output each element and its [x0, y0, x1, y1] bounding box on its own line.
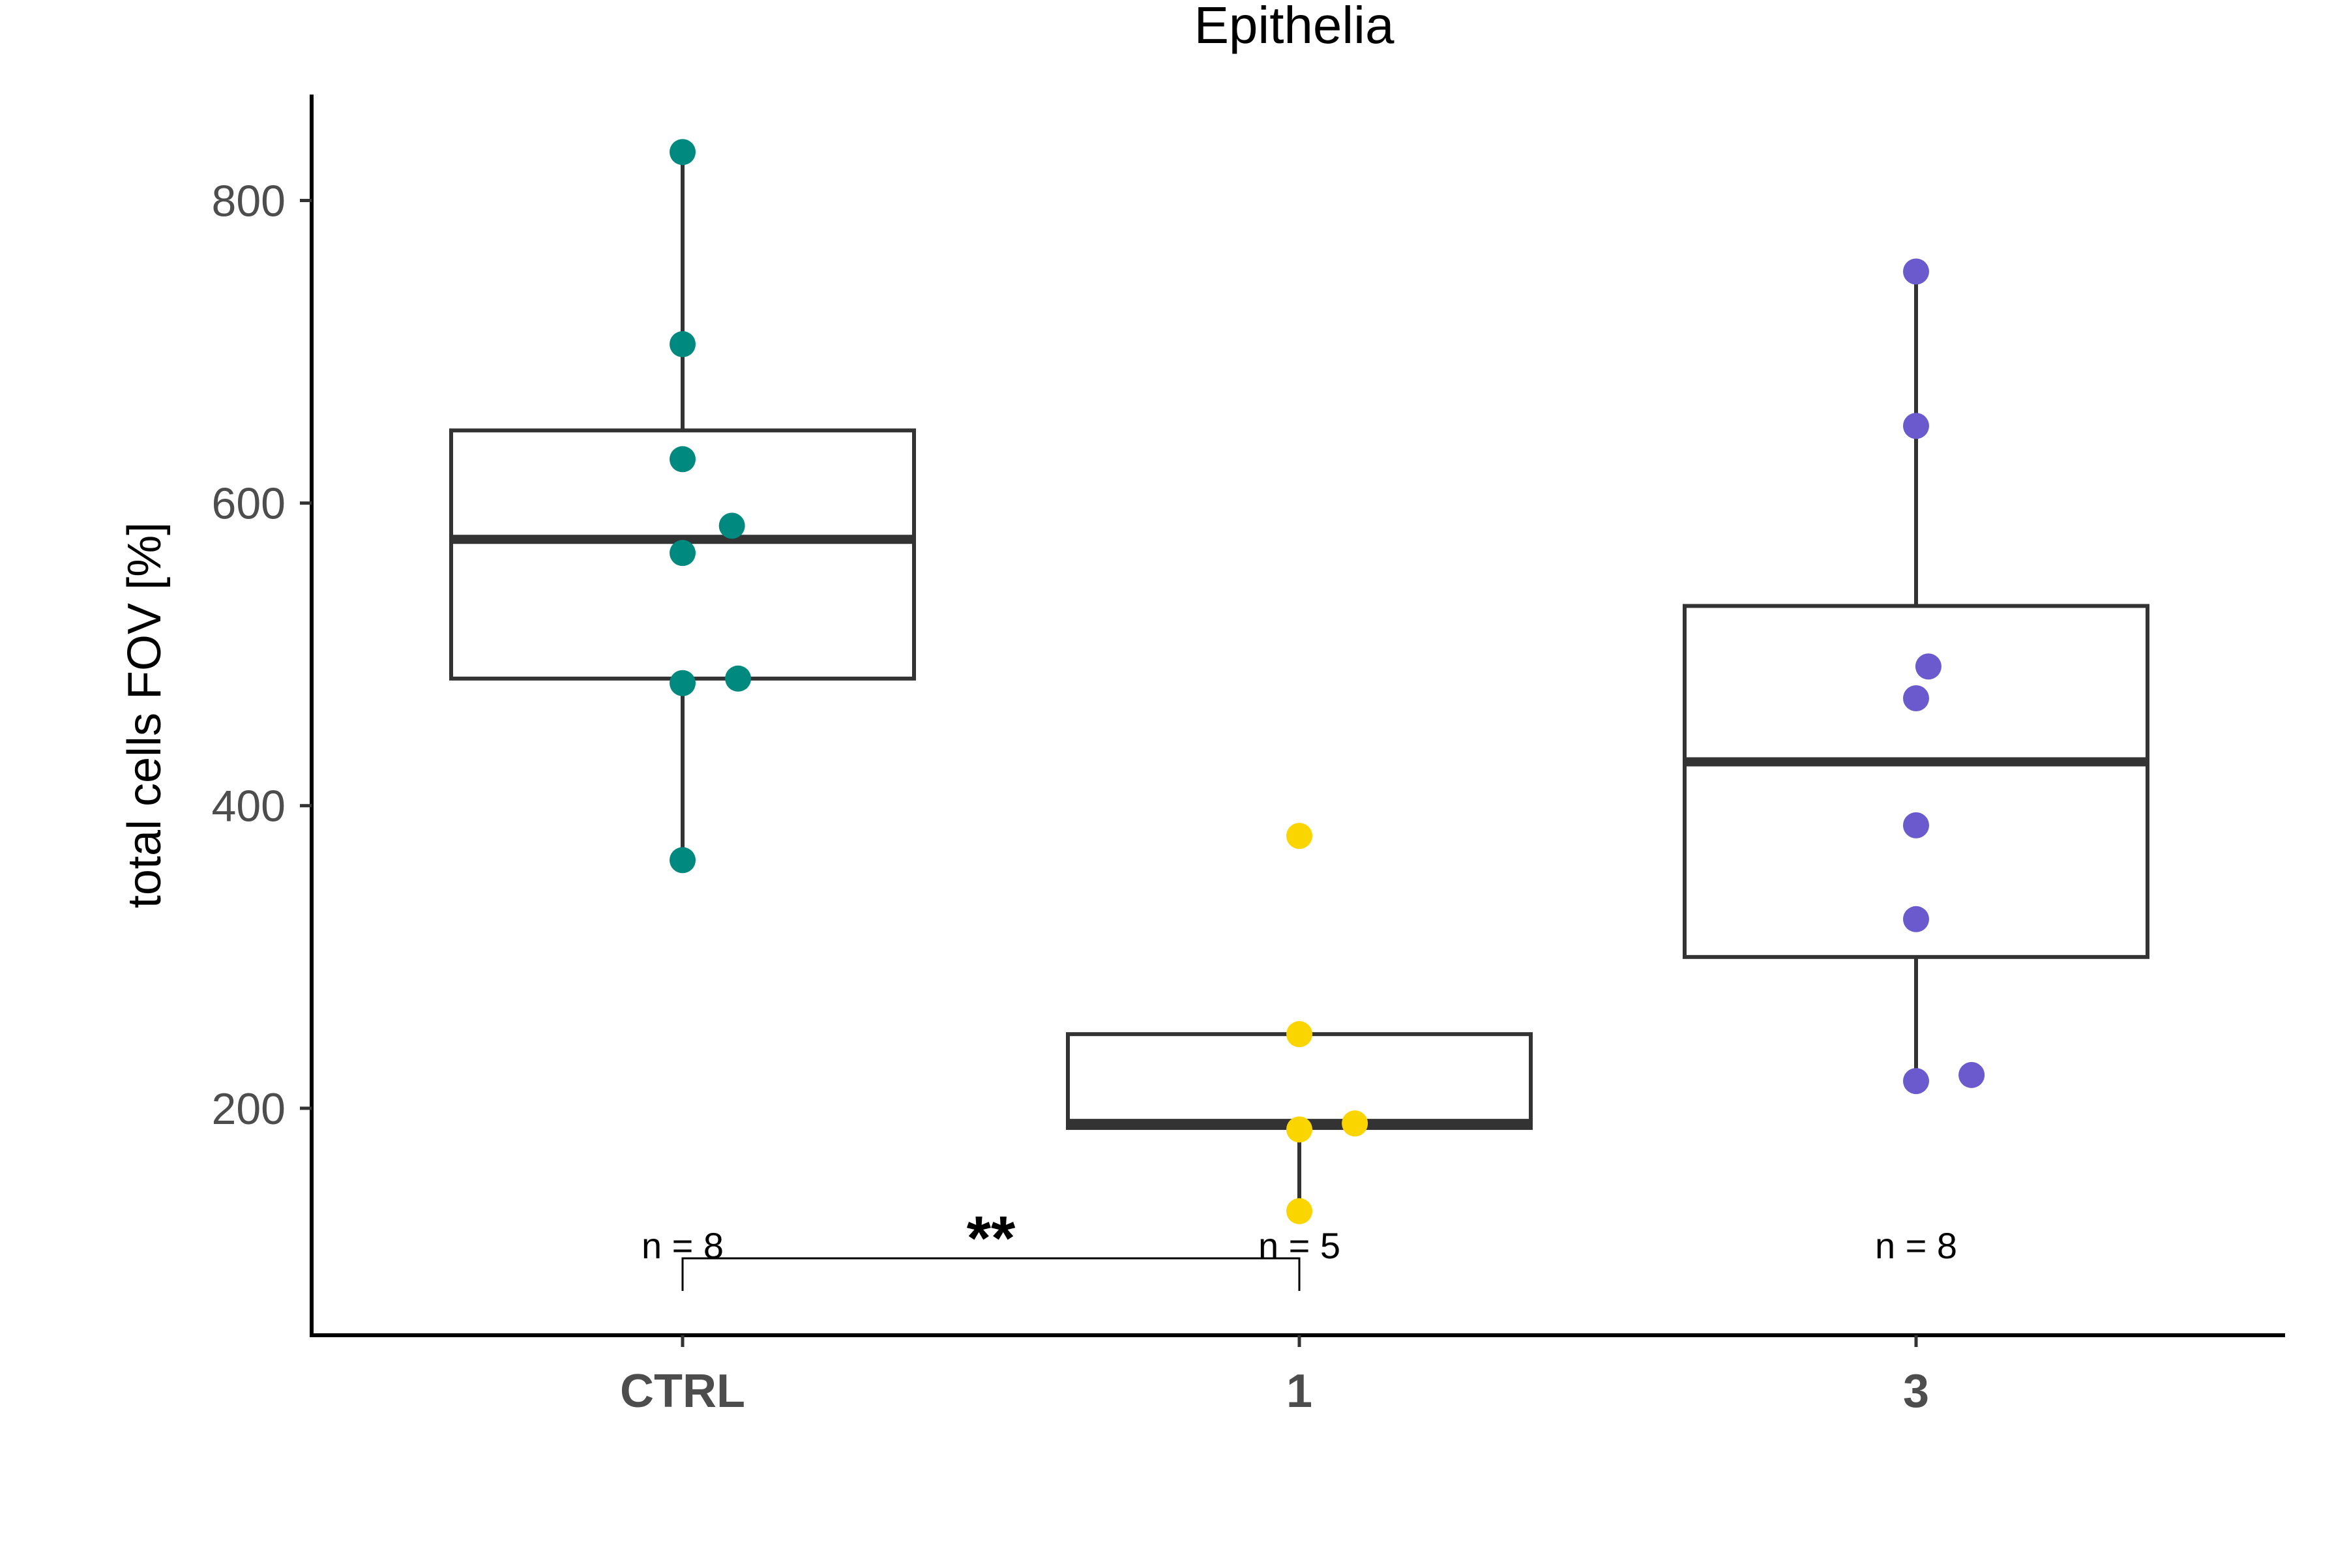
data-point	[1915, 653, 1941, 680]
chart-title: Epithelia	[1194, 0, 1395, 54]
data-point	[670, 670, 696, 696]
x-tick-label: CTRL	[620, 1365, 745, 1417]
data-point	[1903, 1068, 1929, 1095]
data-point	[1903, 812, 1929, 838]
box-1	[1066, 1032, 1533, 1131]
data-point	[1903, 413, 1929, 439]
data-point	[1286, 1198, 1312, 1224]
data-point	[1958, 1061, 1985, 1088]
data-point	[670, 446, 696, 473]
y-tick-label: 800	[212, 176, 286, 226]
data-point	[1903, 906, 1929, 932]
data-point	[725, 665, 752, 692]
data-point	[670, 331, 696, 357]
y-tick-label: 600	[212, 479, 286, 529]
data-point	[1286, 1116, 1312, 1143]
x-tick-label: 1	[1286, 1365, 1312, 1417]
n-label: n = 8	[1875, 1225, 1957, 1266]
box-3	[1683, 604, 2149, 959]
data-point	[1903, 685, 1929, 711]
x-tick-label: 3	[1903, 1365, 1929, 1417]
y-axis-label: total cells FOV [%]	[119, 522, 171, 908]
significance-label: **	[967, 1204, 1016, 1273]
data-point	[1903, 258, 1929, 285]
data-point	[670, 540, 696, 567]
y-tick-label: 200	[212, 1084, 286, 1134]
data-point	[718, 512, 745, 539]
data-point	[670, 139, 696, 166]
data-point	[670, 847, 696, 874]
axes: 200 400 600 800 CTRL 1 3	[212, 95, 2285, 1417]
data-point	[1286, 1021, 1312, 1048]
significance-bracket	[681, 1257, 1301, 1291]
data-point	[1342, 1110, 1368, 1137]
data-point	[1286, 823, 1312, 850]
y-tick-label: 400	[212, 782, 286, 831]
